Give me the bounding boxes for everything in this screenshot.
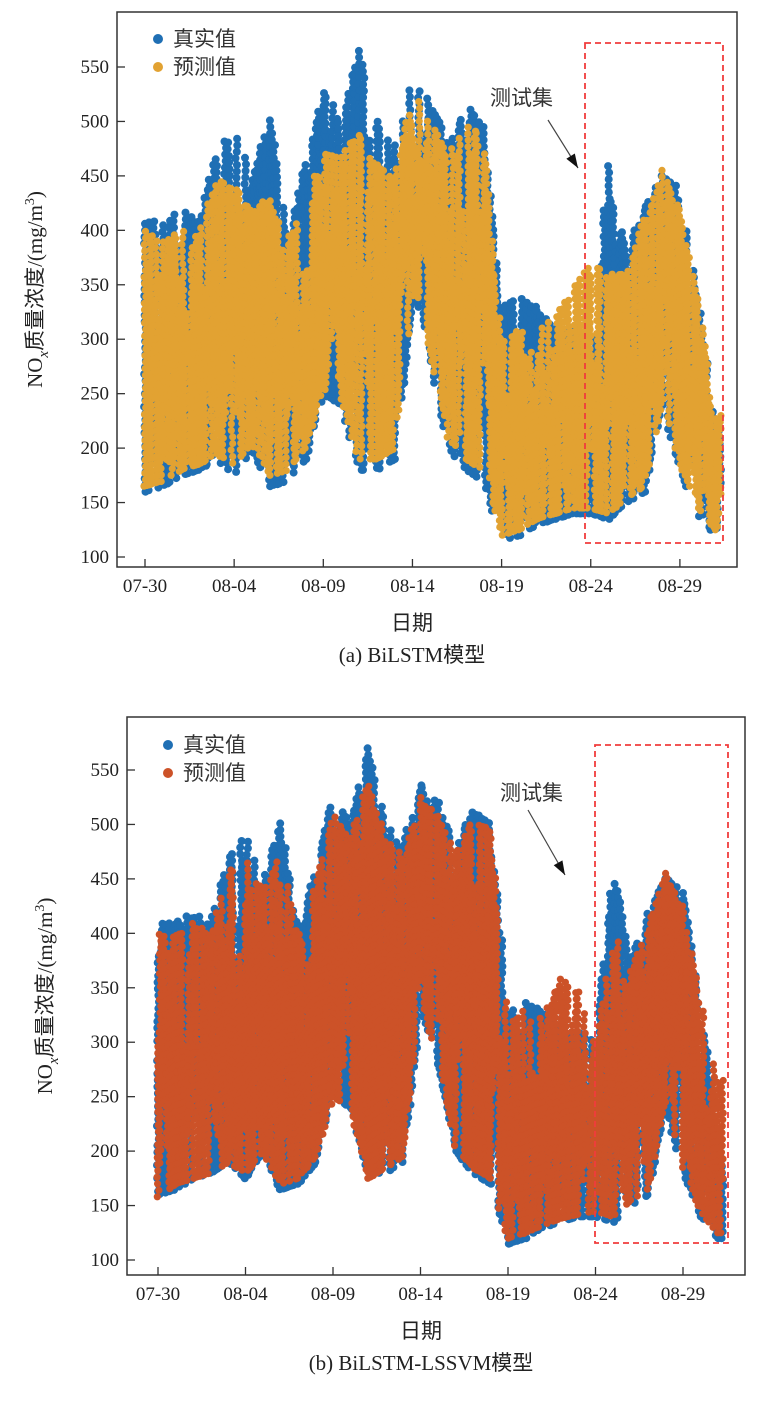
- true-point: [266, 116, 274, 124]
- true-point: [170, 211, 178, 219]
- true-point: [375, 125, 383, 133]
- true-point: [438, 124, 446, 132]
- true-point: [391, 141, 399, 149]
- true-point: [224, 139, 232, 147]
- true-point: [268, 129, 276, 137]
- true-point: [322, 93, 330, 101]
- true-point: [241, 154, 249, 162]
- true-point: [423, 95, 431, 103]
- true-point: [271, 141, 279, 149]
- true-point: [355, 47, 363, 55]
- true-point: [366, 137, 374, 145]
- true-point: [329, 101, 337, 109]
- true-point: [359, 61, 367, 69]
- true-point: [384, 136, 392, 144]
- true-point: [334, 118, 342, 126]
- true-point: [416, 87, 424, 95]
- true-point: [233, 135, 241, 143]
- true-point: [150, 218, 158, 226]
- true-point: [457, 116, 465, 124]
- true-point: [405, 86, 413, 94]
- true-point: [279, 204, 287, 212]
- true-point: [273, 160, 281, 168]
- true-point: [302, 161, 310, 169]
- true-point: [212, 155, 220, 163]
- figure: 10015020025030035040045050055007-30 08-04…: [0, 0, 768, 1428]
- true-point: [374, 118, 382, 126]
- true-point: [233, 161, 241, 169]
